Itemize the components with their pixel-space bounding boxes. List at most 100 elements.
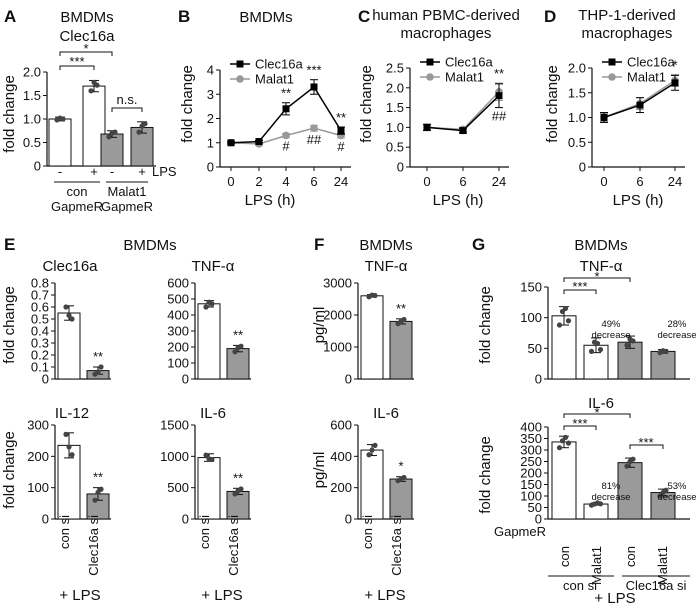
panel-e-il12-plot: 0 100 200 300 ** xyxy=(27,418,111,527)
panel-f-il6-y-tick-label: 400 xyxy=(330,449,352,464)
panel-e-subplot-title: IL-6 xyxy=(200,405,226,422)
panel-e-clec16a-y-tick-label: 0.1 xyxy=(31,360,49,375)
panel-f-x-label: Clec16a si xyxy=(389,515,404,576)
panel-e-tnf-y-tick-label: 300 xyxy=(167,324,189,339)
panel-d-y-tick-label: 1.0 xyxy=(568,110,586,125)
panel-g-y-label: fold change xyxy=(477,286,494,364)
panel-e-clec16a-data-point xyxy=(95,369,101,375)
panel-g-il6-data-point xyxy=(624,463,630,469)
panel-e-clec16a-y-tick-label: 0 xyxy=(42,372,49,387)
panel-g-note: decrease xyxy=(657,330,696,341)
panel-f-title: BMDMs xyxy=(359,237,412,254)
panel-g-il6-y-tick-label: 200 xyxy=(520,466,542,481)
panel-b-significance: ** xyxy=(336,110,346,125)
panel-e-clec16a-y-tick-label: 0.8 xyxy=(31,276,49,291)
panel-g-bracket-label: * xyxy=(594,269,599,284)
panel-a-y-label: fold change xyxy=(1,75,18,153)
panel-f-il6-bar xyxy=(360,449,384,520)
panel-d-data-point xyxy=(600,114,608,121)
panel-g-bracket-label: *** xyxy=(638,435,653,450)
panel-letter-d: D xyxy=(544,7,556,26)
panel-g-bracket-label: *** xyxy=(572,279,587,294)
panel-f-x-label: con si xyxy=(360,515,375,549)
panel-e-tnf-y-tick-label: 500 xyxy=(167,292,189,307)
panel-b-y-tick-label: 3 xyxy=(207,87,214,102)
panel-a-bracket-label: *** xyxy=(69,54,84,69)
panel-e-tnf-significance: ** xyxy=(233,327,243,342)
panel-g-tnf-data-point xyxy=(562,305,569,312)
panel-b-x-tick-label: 2 xyxy=(255,174,262,189)
panel-f-tnf-data-point xyxy=(401,316,407,323)
panel-e: E BMDMs Clec16a TNF-α IL-12 IL-6 fold ch… xyxy=(1,235,251,604)
panel-f-subplot-title: IL-6 xyxy=(373,405,399,422)
panel-e-x-label: Clec16a si xyxy=(86,515,101,576)
panel-e-il12-significance: ** xyxy=(93,470,103,485)
panel-g-subplot-title: IL-6 xyxy=(588,395,614,412)
panel-b-y-tick-label: 1 xyxy=(207,135,214,150)
panel-g-il6-bar xyxy=(551,441,577,520)
panel-f-tnf-y-tick-label: 3000 xyxy=(323,276,352,291)
panel-letter-g: G xyxy=(472,235,485,254)
panel-d-legend-label: Malat1 xyxy=(627,70,666,85)
panel-g-tnf-bar xyxy=(650,350,676,380)
panel-c: C human PBMC-derived macrophages fold ch… xyxy=(358,7,520,209)
panel-e-clec16a-data-point xyxy=(69,316,75,322)
panel-e-clec16a-y-tick-label: 0.6 xyxy=(31,300,49,315)
panel-d-data-point xyxy=(671,79,679,87)
panel-f-il6-data-point xyxy=(401,474,407,481)
panel-e-clec16a-y-tick-label: 0.4 xyxy=(31,324,49,339)
panel-d-y-tick-label: 2.0 xyxy=(568,61,586,76)
panel-g-tnf-data-point xyxy=(556,322,563,328)
panel-g-tnf-y-tick-label: 0 xyxy=(535,372,542,387)
panel-g-il6-data-point xyxy=(565,440,572,446)
panel-e-il12-y-tick-label: 0 xyxy=(42,512,49,527)
panel-g: G BMDMs TNF-α IL-6 fold change fold chan… xyxy=(472,235,697,606)
panel-g-tnf-plot: 0 50 100 150 xyxy=(520,280,690,387)
panel-g-tnf-data-point xyxy=(597,346,604,353)
panel-g-tnf-data-point xyxy=(588,348,595,354)
panel-e-il12-y-tick-label: 300 xyxy=(27,418,49,433)
panel-c-legend-marker xyxy=(426,73,434,81)
panel-b-legend-label: Malat1 xyxy=(255,72,294,87)
panel-e-subplot-title: Clec16a xyxy=(42,258,98,275)
panel-b-x-tick-label: 6 xyxy=(310,174,317,189)
panel-b-x-tick-label: 0 xyxy=(227,174,234,189)
panel-a-group-label: Malat1 xyxy=(107,184,146,199)
panel-c-x-label: LPS (h) xyxy=(433,192,484,209)
panel-e-footer: + LPS xyxy=(59,587,100,604)
panel-e-il12-data-point xyxy=(63,431,69,437)
panel-c-series-line xyxy=(426,95,500,132)
panel-e-il6-data-point xyxy=(203,452,209,458)
panel-g-tnf-data-point xyxy=(630,338,636,344)
panel-e-clec16a-plot: 00.10.20.30.40.50.60.70.8 ** xyxy=(31,276,111,387)
panel-e-y-label: fold change xyxy=(1,286,18,364)
panel-g-row-label: GapmeR xyxy=(494,524,546,539)
panel-b-legend-marker xyxy=(236,75,244,83)
panel-e-il12-data-point xyxy=(92,497,98,503)
panel-g-title: BMDMs xyxy=(574,237,627,254)
panel-g-tnf-y-tick-label: 100 xyxy=(520,310,542,325)
panel-f-y-label: pg/ml xyxy=(311,307,328,344)
panel-g-subplot-title: TNF-α xyxy=(580,258,623,275)
panel-e-tnf-data-point xyxy=(238,343,244,349)
panel-b-significance: # xyxy=(282,138,290,153)
panel-g-il6-y-tick-label: 400 xyxy=(520,420,542,435)
panel-e-tnf-bar xyxy=(226,348,250,380)
panel-g-tnf-y-tick-label: 50 xyxy=(528,341,542,356)
panel-d-legend-label: Clec16a xyxy=(627,55,675,70)
panel-e-clec16a-data-point xyxy=(66,312,72,318)
panel-a: A BMDMs Clec16a fold change 0 0.5 1.0 1.5 2.… xyxy=(1,7,177,214)
panel-e-il12-data-point xyxy=(69,452,75,458)
panel-f: F BMDMs TNF-α IL-6 pg/ml pg/ml 010002000… xyxy=(311,235,414,604)
panel-b-significance: # xyxy=(337,139,345,154)
panel-e-il6-y-tick-label: 1000 xyxy=(160,449,189,464)
panel-f-tnf-y-tick-label: 1000 xyxy=(323,340,352,355)
panel-a-y-tick-label: 0.5 xyxy=(23,135,41,150)
panel-e-x-label: con si xyxy=(57,515,72,549)
panel-d-x-tick-label: 6 xyxy=(636,174,643,189)
panel-c-y-tick-label: 2.0 xyxy=(386,80,404,95)
